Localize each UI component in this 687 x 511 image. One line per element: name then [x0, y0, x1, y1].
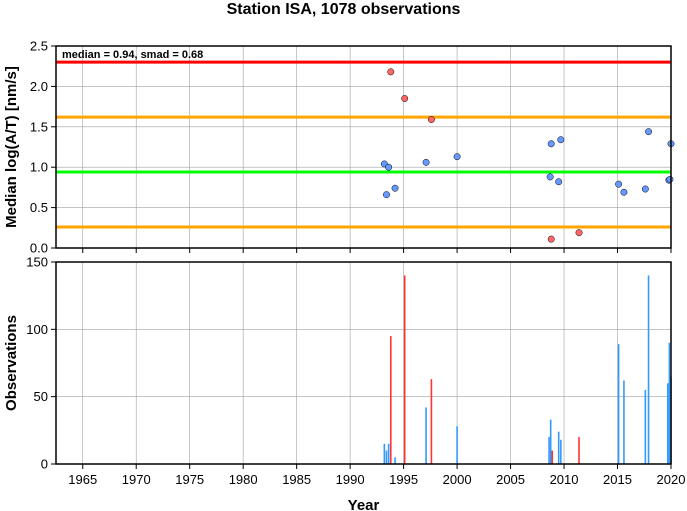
median-ytick-label: 0.0: [30, 241, 48, 256]
data-point: [453, 153, 461, 161]
observation-bar: [668, 342, 671, 464]
xtick-label: 1975: [175, 472, 204, 487]
data-point: [401, 95, 409, 102]
median-ytick-label: 1.5: [30, 119, 48, 134]
data-point: [555, 178, 563, 186]
xtick-label: 2010: [550, 472, 579, 487]
observation-bar: [549, 419, 552, 464]
data-point: [615, 180, 623, 188]
data-point: [547, 140, 555, 148]
obs-ytick-label: 0: [41, 457, 48, 472]
obs-ytick-label: 150: [26, 255, 48, 270]
median-panel: 0.0 0.5 1.0 1.5 2.0 2.5 Median log(A/T) [nm/s]…: [3, 39, 675, 256]
data-point: [575, 229, 583, 237]
observation-bar: [623, 380, 625, 464]
observation-bar: [425, 407, 427, 464]
median-frame: [55, 45, 672, 249]
median-ylabel: Median log(A/T) [nm/s]: [3, 66, 20, 228]
stats-annotation: median = 0.94, smad = 0.68: [62, 49, 203, 61]
xtick-label: 1980: [229, 472, 258, 487]
data-point: [645, 128, 652, 136]
xtick-label: 1990: [336, 472, 365, 487]
observations-panel: 0 50 100 150 Observations 1965 1970 1975 1980 198…: [3, 255, 685, 511]
median-ytick-label: 0.5: [30, 200, 48, 215]
median-ytick-label: 2.0: [30, 79, 48, 94]
observation-bar: [644, 389, 647, 464]
xtick-label: 2020: [657, 472, 686, 487]
observation-bar: [578, 437, 580, 464]
data-point: [427, 116, 435, 123]
data-point: [387, 68, 395, 76]
observation-bar: [394, 457, 396, 464]
xaxis-label: Year: [348, 497, 380, 511]
data-point: [557, 136, 565, 144]
observation-bar: [666, 383, 669, 464]
observation-bar: [548, 437, 550, 464]
median-ytick-label: 1.0: [30, 160, 48, 175]
data-point: [547, 235, 555, 243]
observation-bar: [557, 431, 560, 464]
observation-bar: [430, 379, 433, 464]
median-ytick-label: 2.5: [30, 39, 48, 54]
observation-bar: [389, 336, 392, 464]
observation-bar: [647, 275, 650, 464]
data-point: [385, 163, 393, 171]
observation-bar: [383, 443, 386, 464]
xtick-label: 1965: [68, 472, 97, 487]
obs-ylabel: Observations: [3, 315, 20, 411]
observation-bar: [560, 439, 562, 464]
xtick-label: 1985: [282, 472, 311, 487]
observation-bar: [385, 450, 388, 464]
observation-bar: [387, 443, 390, 464]
data-point: [383, 191, 390, 199]
data-point: [620, 188, 628, 196]
observation-bar: [456, 426, 458, 464]
data-point: [666, 175, 674, 183]
xtick-label: 2015: [603, 472, 632, 487]
xtick-label: 2000: [443, 472, 472, 487]
xtick-label: 1995: [389, 472, 418, 487]
data-point: [641, 185, 649, 193]
obs-frame: [55, 261, 672, 465]
observation-bar: [617, 344, 620, 464]
obs-ytick-label: 50: [34, 389, 48, 404]
observation-bar: [403, 275, 406, 464]
obs-ytick-label: 100: [26, 322, 48, 337]
xtick-label: 2005: [496, 472, 525, 487]
data-point: [422, 158, 430, 166]
chart-title: Station ISA, 1078 observations: [226, 1, 461, 18]
xtick-label: 1970: [122, 472, 151, 487]
data-point: [391, 184, 399, 192]
data-point: [546, 173, 554, 181]
observation-bar: [551, 450, 554, 464]
